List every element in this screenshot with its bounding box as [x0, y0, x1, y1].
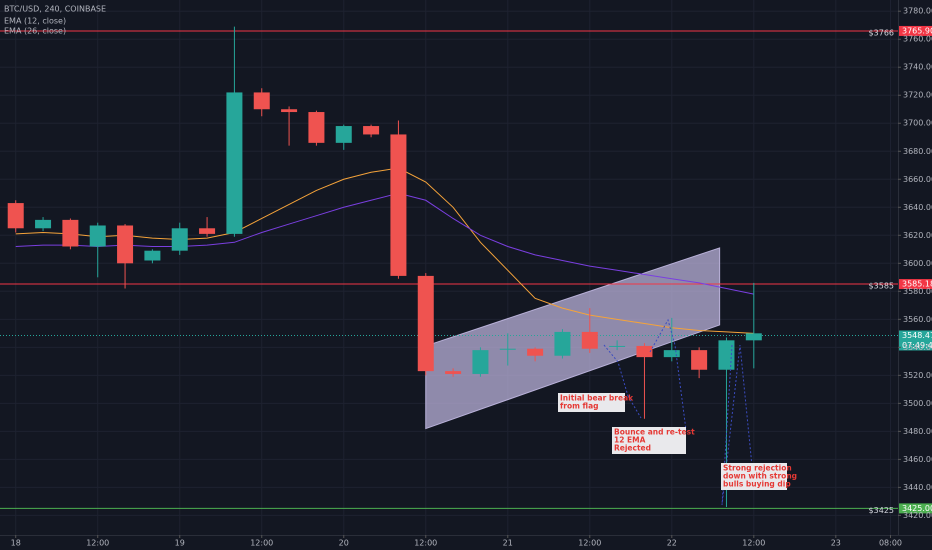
axis-price-label: 3425.00 [902, 504, 932, 513]
x-tick-label: 12:00 [742, 539, 765, 548]
arrow [721, 344, 753, 506]
y-tick-label: 3740.00 [903, 63, 932, 72]
x-tick-label: 23 [831, 539, 841, 548]
candle-body [636, 345, 653, 358]
ema-line [15, 167, 754, 334]
candle-body [62, 219, 79, 247]
x-tick-label: 12:00 [86, 539, 109, 548]
candle-body [527, 348, 544, 356]
annotation-box [612, 427, 686, 454]
level-label: $3766 [869, 28, 894, 37]
legend-entry: EMA (26, close) [4, 27, 66, 36]
candle-body [499, 348, 516, 350]
arrow [603, 344, 629, 397]
y-tick-label: 3680.00 [903, 147, 932, 156]
annotation-text: bulls buying dip [723, 480, 791, 489]
candle-body [417, 275, 434, 372]
plot [0, 26, 898, 509]
candle-body [226, 92, 243, 234]
level-label: $3585 [869, 282, 894, 291]
candle-body [472, 350, 489, 374]
annotation-arrows [603, 318, 753, 506]
symbol-title: BTC/USD, 240, COINBASE [4, 5, 106, 14]
candle-body [308, 112, 325, 143]
candle-body [89, 225, 106, 247]
y-tick-label: 3640.00 [903, 203, 932, 212]
y-tick-label: 3440.00 [903, 483, 932, 492]
y-tick-label: 3720.00 [903, 91, 932, 100]
candle-body [445, 371, 462, 374]
y-tick-label: 3500.00 [903, 399, 932, 408]
candle-body [171, 228, 188, 251]
candle-body [335, 126, 352, 143]
candle-body [35, 219, 52, 229]
axis-price-box [899, 25, 932, 36]
candle-body [281, 109, 298, 113]
annotation-text: Initial bear break [560, 394, 634, 403]
x-tick-label: 12:00 [250, 539, 273, 548]
candle-body [7, 203, 24, 229]
x-tick-label: 18 [11, 539, 21, 548]
x-tick-label: 22 [667, 539, 677, 548]
annotation-text: Strong rejection [723, 464, 792, 473]
annotation-box [558, 393, 625, 412]
y-tick-label: 3460.00 [903, 455, 932, 464]
candle-body [199, 228, 216, 234]
y-tick-label: 3780.00 [903, 7, 932, 16]
y-tick-label: 3480.00 [903, 427, 932, 436]
x-tick-label: 12:00 [414, 539, 437, 548]
x-tick-label: 12:00 [578, 539, 601, 548]
y-tick-label: 3760.00 [903, 35, 932, 44]
last-price-label: 3548.47 [902, 331, 932, 340]
candle-body [609, 345, 626, 347]
x-tick-label: 20 [339, 539, 349, 548]
y-tick-label: 3660.00 [903, 175, 932, 184]
annotation-text: from flag [560, 402, 599, 411]
candle-body [253, 92, 270, 110]
legend-entry: EMA (12, close) [4, 17, 66, 26]
axis-price-box [899, 279, 932, 290]
x-tick-label: 21 [503, 539, 513, 548]
candle-body [117, 225, 134, 264]
candle-body [363, 126, 380, 135]
y-tick-label: 3520.00 [903, 371, 932, 380]
overlay: $3766 3765.90 $3585 3585.18 $3425 3425.00 3548… [558, 25, 932, 515]
axis-price-box [899, 503, 932, 514]
level-label: $3425 [869, 506, 894, 515]
arrow [627, 395, 642, 419]
x-tick-label: 08:00 [879, 539, 902, 548]
y-tick-label: 3620.00 [903, 231, 932, 240]
arrow [649, 318, 687, 431]
candle-body [691, 350, 708, 370]
axis-price-label: 3585.18 [902, 280, 932, 289]
axis-price-label: 3765.90 [902, 26, 932, 35]
annotation-text: down with strong [723, 472, 797, 481]
candle-body [745, 333, 762, 341]
y-tick-label: 3420.00 [903, 511, 932, 520]
annotation-text: Bounce and re-test [614, 428, 695, 437]
y-tick-label: 3560.00 [903, 315, 932, 324]
candle-body [581, 331, 598, 349]
candle-body [554, 331, 571, 356]
grid [0, 0, 898, 535]
last-price-box [899, 330, 932, 351]
y-tick-label: 3600.00 [903, 259, 932, 268]
countdown: 07:49:48 [902, 341, 932, 350]
annotation-text: 12 EMA [614, 436, 646, 445]
ema-line [15, 192, 754, 295]
annotation-box [721, 463, 787, 490]
y-tick-label: 3580.00 [903, 287, 932, 296]
candle-body [144, 250, 161, 261]
x-tick-label: 19 [175, 539, 185, 548]
annotation-text: Rejected [614, 444, 651, 453]
candle-body [718, 340, 735, 370]
y-tick-label: 3700.00 [903, 119, 932, 128]
y-tick-label: 3540.00 [903, 343, 932, 352]
candle-body [390, 134, 407, 276]
candle-body [663, 350, 680, 358]
